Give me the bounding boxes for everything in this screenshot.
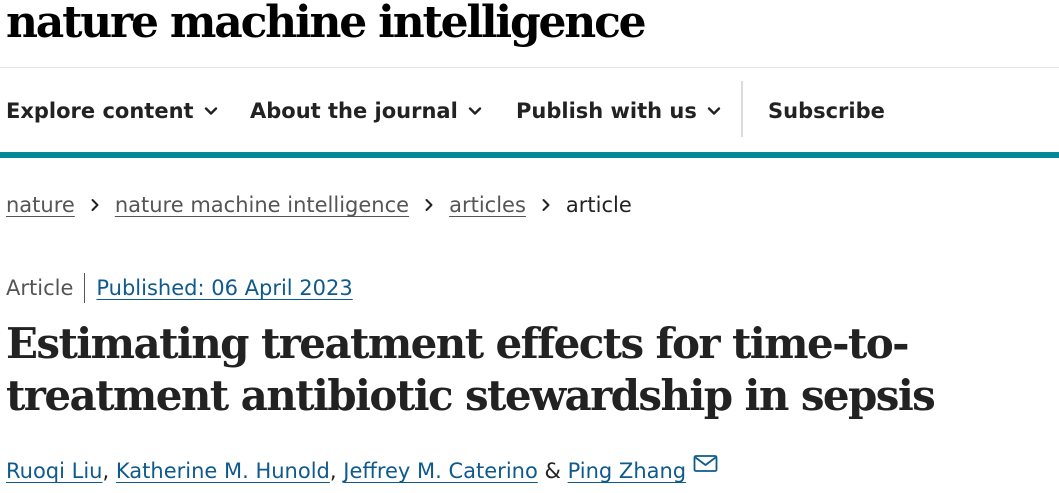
author-separator: , bbox=[329, 459, 337, 483]
nav-item-label: Publish with us bbox=[516, 99, 697, 123]
subscribe-link[interactable]: Subscribe bbox=[768, 95, 885, 127]
nav-about-the-journal[interactable]: About the journal bbox=[250, 95, 482, 127]
chevron-down-icon bbox=[707, 107, 721, 115]
author-link[interactable]: Ruoqi Liu bbox=[6, 459, 103, 483]
article-type: Article bbox=[6, 273, 86, 303]
author-link[interactable]: Jeffrey M. Caterino bbox=[343, 459, 538, 483]
article-title: Estimating treatment effects for time-to… bbox=[6, 319, 936, 420]
author-list: Ruoqi Liu , Katherine M. Hunold , Jeffre… bbox=[6, 455, 718, 487]
accent-rule bbox=[0, 152, 1059, 158]
mail-icon[interactable] bbox=[693, 454, 718, 474]
breadcrumb-nature[interactable]: nature bbox=[6, 193, 75, 217]
breadcrumb-journal[interactable]: nature machine intelligence bbox=[114, 193, 410, 217]
nav-explore-content[interactable]: Explore content bbox=[6, 95, 218, 127]
brand-bar: nature machine intelligence bbox=[0, 0, 1059, 68]
author-link[interactable]: Katherine M. Hunold bbox=[115, 459, 330, 483]
chevron-right-icon bbox=[75, 198, 115, 212]
nav-publish-with-us[interactable]: Publish with us bbox=[516, 95, 721, 127]
author-separator: , bbox=[102, 459, 110, 483]
author-link[interactable]: Ping Zhang bbox=[567, 459, 687, 483]
published-date[interactable]: Published: 06 April 2023 bbox=[96, 276, 353, 300]
article-meta: Article Published: 06 April 2023 bbox=[6, 272, 353, 304]
breadcrumb-articles[interactable]: articles bbox=[449, 193, 526, 217]
chevron-down-icon bbox=[468, 107, 482, 115]
chevron-right-icon bbox=[409, 198, 449, 212]
chevron-down-icon bbox=[204, 107, 217, 115]
nav-item-label: Explore content bbox=[6, 99, 194, 123]
breadcrumb-current: article bbox=[565, 193, 632, 217]
nav-divider bbox=[741, 81, 743, 137]
breadcrumb: nature nature machine intelligence artic… bbox=[6, 190, 632, 220]
subscribe-label: Subscribe bbox=[768, 99, 885, 123]
journal-logo[interactable]: nature machine intelligence bbox=[6, 0, 647, 48]
main-nav: Explore content About the journal Publis… bbox=[0, 69, 1059, 152]
nav-item-label: About the journal bbox=[250, 99, 458, 123]
chevron-right-icon bbox=[526, 198, 566, 212]
author-and: & bbox=[544, 459, 561, 483]
